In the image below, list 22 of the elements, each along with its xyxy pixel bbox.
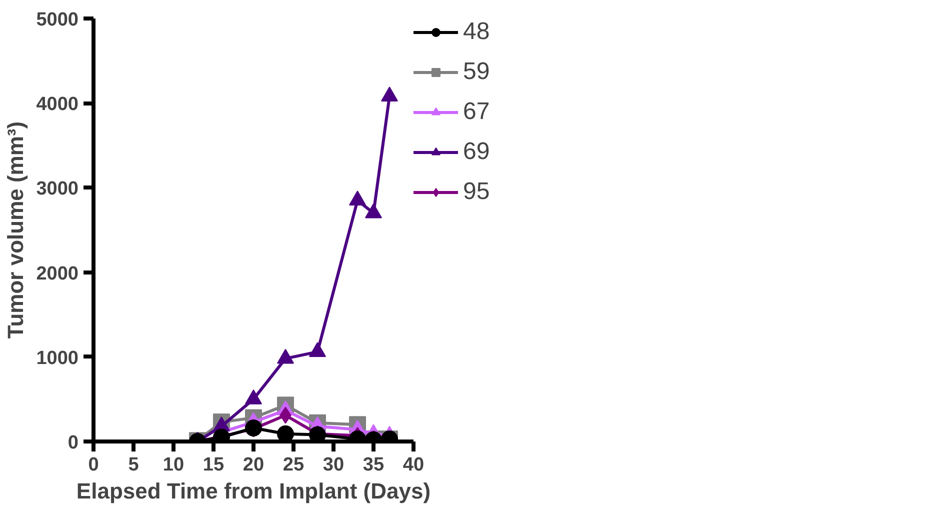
x-tick-label: 15 (202, 454, 224, 476)
y-tick-label: 2000 (36, 263, 79, 284)
x-tick-label: 40 (402, 454, 424, 476)
x-axis-title: Elapsed Time from Implant (Days) (76, 478, 431, 504)
y-tick-label: 3000 (36, 178, 79, 200)
x-tick-label: 35 (362, 454, 384, 476)
legend-label: 59 (463, 58, 490, 86)
legend-label: 48 (463, 18, 490, 46)
x-tick-label: 10 (162, 454, 184, 476)
y-tick-label: 0 (68, 432, 79, 454)
x-tick-label: 0 (88, 454, 99, 476)
y-tick-label: 5000 (36, 10, 79, 30)
x-tick-label: 30 (322, 454, 344, 476)
legend-label: 69 (463, 138, 490, 166)
y-tick-label: 4000 (36, 94, 79, 116)
x-tick-label: 5 (128, 454, 140, 476)
x-tick-label: 20 (242, 454, 264, 476)
x-tick-label: 25 (282, 454, 304, 476)
legend-label: 67 (463, 98, 490, 126)
y-axis-title: Tumor volume (mm³) (3, 121, 28, 339)
y-tick-label: 1000 (36, 348, 79, 369)
legend-label: 95 (463, 178, 490, 206)
